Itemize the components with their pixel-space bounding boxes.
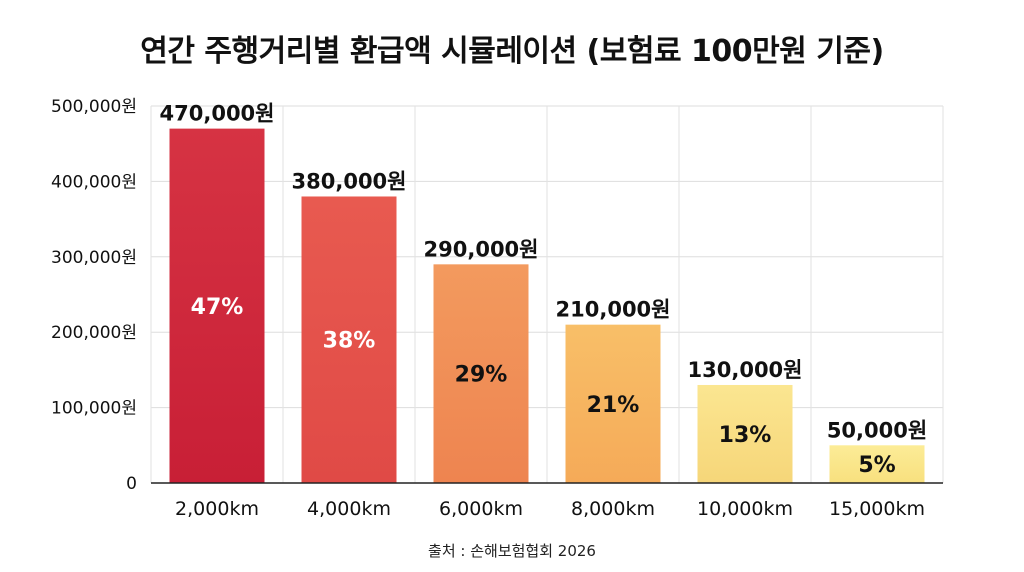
y-tick-label: 300,000원 xyxy=(51,248,137,268)
x-tick-label: 2,000km xyxy=(175,498,259,520)
bar xyxy=(301,196,397,484)
bar-percent-label: 38% xyxy=(323,329,376,354)
y-tick-label: 500,000원 xyxy=(51,97,137,117)
bar-value-label: 380,000원 xyxy=(292,169,407,193)
bar xyxy=(565,324,661,483)
bar xyxy=(829,445,925,483)
x-tick-label: 6,000km xyxy=(439,498,523,520)
bar-value-label: 50,000원 xyxy=(827,418,927,442)
y-tick-label: 0 xyxy=(126,474,137,494)
x-tick-label: 8,000km xyxy=(571,498,655,520)
bar-value-label: 210,000원 xyxy=(556,298,671,322)
bar xyxy=(697,384,793,483)
bar-percent-label: 13% xyxy=(719,423,772,448)
bar-percent-label: 21% xyxy=(587,393,640,418)
x-tick-label: 15,000km xyxy=(829,498,925,520)
source-note: 출처 : 손해보험협회 2026 xyxy=(428,542,596,560)
bar-percent-label: 47% xyxy=(191,295,244,320)
bar-percent-label: 29% xyxy=(455,363,508,388)
bar-value-label: 290,000원 xyxy=(424,237,539,261)
chart-title: 연간 주행거리별 환급액 시뮬레이션 (보험료 100만원 기준) xyxy=(140,34,884,69)
x-tick-label: 10,000km xyxy=(697,498,793,520)
y-tick-label: 200,000원 xyxy=(51,323,137,343)
x-tick-label: 4,000km xyxy=(307,498,391,520)
bar xyxy=(433,264,529,483)
bar-value-label: 130,000원 xyxy=(688,358,803,382)
y-tick-label: 400,000원 xyxy=(51,172,137,192)
bar-value-label: 470,000원 xyxy=(160,102,275,126)
y-tick-label: 100,000원 xyxy=(51,399,137,419)
bar xyxy=(169,128,265,483)
bar-percent-label: 5% xyxy=(858,453,895,478)
